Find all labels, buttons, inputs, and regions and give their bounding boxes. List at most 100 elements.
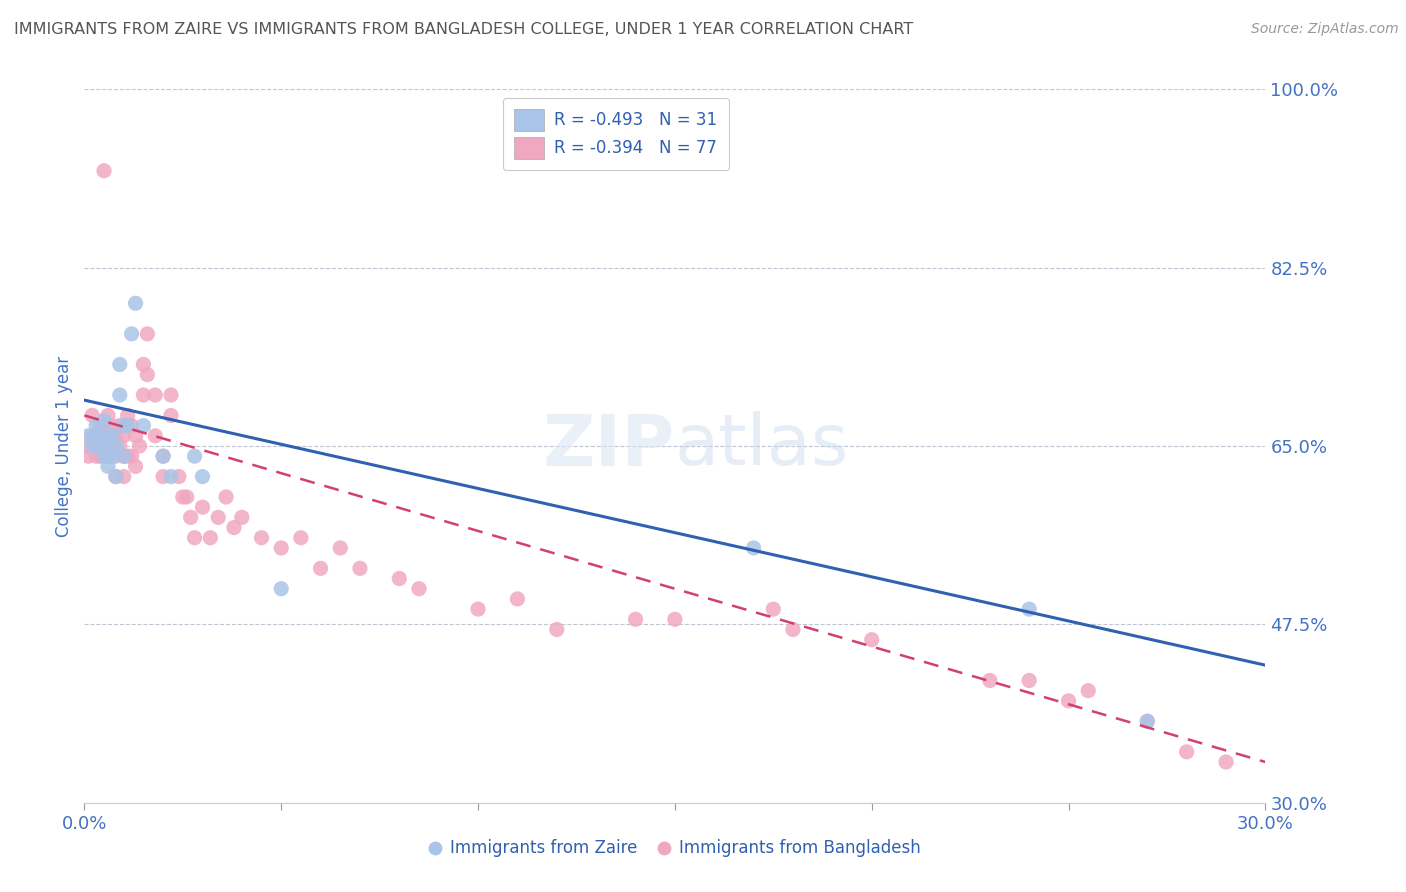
Point [77, 429, 100, 443]
Text: IMMIGRANTS FROM ZAIRE VS IMMIGRANTS FROM BANGLADESH COLLEGE, UNDER 1 YEAR CORREL: IMMIGRANTS FROM ZAIRE VS IMMIGRANTS FROM… [14, 22, 914, 37]
Point [93, 449, 115, 463]
Point [93, 439, 115, 453]
Point [82, 429, 104, 443]
Point [112, 469, 135, 483]
Point [408, 582, 430, 596]
Point [215, 490, 238, 504]
Point [1175, 745, 1198, 759]
Point [124, 296, 146, 310]
Point [176, 490, 198, 504]
Point [624, 612, 647, 626]
Point [108, 358, 131, 372]
Point [84, 449, 107, 463]
Point [97, 429, 120, 443]
Point [136, 326, 159, 341]
Point [132, 358, 155, 372]
Point [742, 541, 765, 555]
Point [124, 429, 146, 443]
Point [117, 418, 139, 433]
Point [172, 490, 194, 504]
Point [160, 409, 183, 423]
Point [117, 409, 139, 423]
Point [89, 449, 111, 463]
Point [117, 449, 139, 463]
Point [270, 582, 292, 596]
Point [309, 561, 332, 575]
Point [152, 469, 174, 483]
Point [89, 418, 111, 433]
Point [97, 429, 120, 443]
Point [128, 439, 150, 453]
Point [84, 429, 107, 443]
Point [152, 449, 174, 463]
Point [121, 418, 143, 433]
Point [231, 510, 253, 524]
Point [89, 439, 111, 453]
Point [270, 541, 292, 555]
Point [183, 449, 205, 463]
Point [200, 531, 222, 545]
Point [782, 623, 804, 637]
Point [97, 459, 120, 474]
Point [108, 418, 131, 433]
Point [82, 439, 104, 453]
Point [101, 418, 124, 433]
Point [160, 469, 183, 483]
Point [104, 469, 127, 483]
Point [108, 439, 131, 453]
Point [93, 449, 115, 463]
Point [108, 388, 131, 402]
Point [160, 388, 183, 402]
Point [167, 469, 190, 483]
Point [207, 510, 229, 524]
Point [290, 531, 312, 545]
Point [112, 418, 135, 433]
Point [1018, 673, 1040, 688]
Point [132, 388, 155, 402]
Point [112, 429, 135, 443]
Point [136, 368, 159, 382]
Point [180, 510, 202, 524]
Point [1018, 602, 1040, 616]
Point [1057, 694, 1080, 708]
Point [84, 418, 107, 433]
Point [104, 469, 127, 483]
Point [121, 449, 143, 463]
Point [329, 541, 352, 555]
Point [124, 459, 146, 474]
Point [143, 429, 166, 443]
Point [97, 444, 120, 458]
Point [89, 439, 111, 453]
Point [93, 418, 115, 433]
Point [1215, 755, 1237, 769]
Point [191, 500, 214, 515]
Point [506, 591, 529, 606]
Point [101, 449, 124, 463]
Point [93, 163, 115, 178]
Point [112, 449, 135, 463]
Point [84, 429, 107, 443]
Legend: Immigrants from Zaire, Immigrants from Bangladesh: Immigrants from Zaire, Immigrants from B… [420, 831, 929, 866]
Point [546, 623, 568, 637]
Point [388, 572, 411, 586]
Point [77, 449, 100, 463]
Point [82, 409, 104, 423]
Point [1077, 683, 1099, 698]
Point [1136, 714, 1159, 729]
Point [93, 413, 115, 427]
Point [112, 449, 135, 463]
Point [121, 326, 143, 341]
Point [143, 388, 166, 402]
Point [77, 439, 100, 453]
Point [101, 439, 124, 453]
Point [104, 439, 127, 453]
Y-axis label: College, Under 1 year: College, Under 1 year [55, 355, 73, 537]
Point [762, 602, 785, 616]
Point [101, 429, 124, 443]
Point [152, 449, 174, 463]
Point [664, 612, 686, 626]
Text: ZIP: ZIP [543, 411, 675, 481]
Point [97, 409, 120, 423]
Point [860, 632, 883, 647]
Point [467, 602, 489, 616]
